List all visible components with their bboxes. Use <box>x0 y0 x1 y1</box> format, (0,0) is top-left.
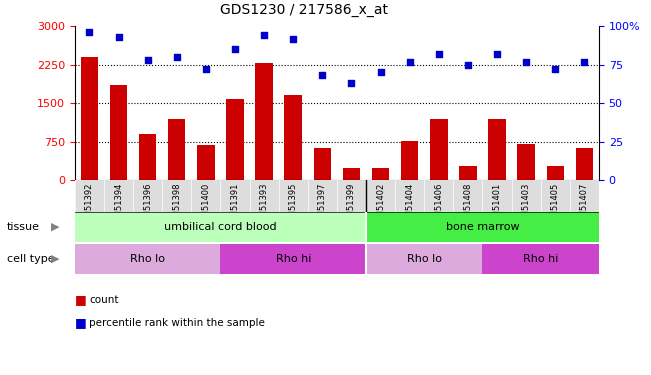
Bar <box>81 57 98 180</box>
Point <box>521 58 531 64</box>
Point <box>463 62 473 68</box>
Bar <box>168 118 186 180</box>
Point <box>259 33 270 39</box>
Bar <box>255 63 273 180</box>
Text: GSM51405: GSM51405 <box>551 183 560 228</box>
Point <box>579 58 590 64</box>
Text: GSM51394: GSM51394 <box>114 183 123 228</box>
Text: GSM51399: GSM51399 <box>347 183 356 228</box>
Bar <box>197 145 215 180</box>
Bar <box>342 168 360 180</box>
Point <box>317 72 327 78</box>
Point <box>404 58 415 64</box>
Text: GSM51392: GSM51392 <box>85 183 94 228</box>
Text: GSM51391: GSM51391 <box>230 183 240 228</box>
Bar <box>575 148 593 180</box>
Text: GSM51408: GSM51408 <box>464 183 473 228</box>
Point <box>288 36 298 42</box>
Text: GSM51404: GSM51404 <box>405 183 414 228</box>
Bar <box>366 212 599 242</box>
Bar <box>227 99 243 180</box>
Bar <box>139 134 156 180</box>
Bar <box>314 148 331 180</box>
Text: GSM51402: GSM51402 <box>376 183 385 228</box>
Text: Rho lo: Rho lo <box>407 254 442 264</box>
Point <box>346 80 357 86</box>
Text: GSM51395: GSM51395 <box>289 183 298 228</box>
Text: ■: ■ <box>75 316 87 329</box>
Bar <box>75 244 221 274</box>
Text: cell type: cell type <box>7 254 54 264</box>
Bar <box>430 118 447 180</box>
Text: GSM51401: GSM51401 <box>493 183 501 228</box>
Bar <box>401 141 419 180</box>
Text: percentile rank within the sample: percentile rank within the sample <box>89 318 265 327</box>
Point <box>376 69 386 75</box>
Point <box>172 54 182 60</box>
Bar <box>221 244 366 274</box>
Point <box>492 51 502 57</box>
Text: count: count <box>89 295 118 305</box>
Text: ▶: ▶ <box>51 254 60 264</box>
Bar <box>459 166 477 180</box>
Bar <box>75 212 366 242</box>
Point <box>201 66 211 72</box>
Text: GDS1230 / 217586_x_at: GDS1230 / 217586_x_at <box>220 3 389 17</box>
Text: umbilical cord blood: umbilical cord blood <box>164 222 277 232</box>
Text: GSM51403: GSM51403 <box>521 183 531 228</box>
Text: GSM51398: GSM51398 <box>173 183 181 228</box>
Text: bone marrow: bone marrow <box>446 222 519 232</box>
Text: GSM51396: GSM51396 <box>143 183 152 228</box>
Bar <box>372 168 389 180</box>
Bar <box>488 118 506 180</box>
Bar <box>110 85 128 180</box>
Point <box>230 46 240 53</box>
Text: Rho hi: Rho hi <box>275 254 311 264</box>
Text: GSM51400: GSM51400 <box>201 183 210 228</box>
Bar <box>482 244 599 274</box>
Text: GSM51406: GSM51406 <box>434 183 443 228</box>
Text: Rho hi: Rho hi <box>523 254 559 264</box>
Bar <box>547 166 564 180</box>
Point <box>113 34 124 40</box>
Bar <box>366 244 482 274</box>
Text: GSM51407: GSM51407 <box>580 183 589 228</box>
Point <box>550 66 561 72</box>
Text: ▶: ▶ <box>51 222 60 232</box>
Point <box>434 51 444 57</box>
Text: ■: ■ <box>75 294 87 306</box>
Text: GSM51393: GSM51393 <box>260 183 269 228</box>
Point <box>143 57 153 63</box>
Text: GSM51397: GSM51397 <box>318 183 327 228</box>
Bar <box>284 96 302 180</box>
Point <box>84 29 94 35</box>
Text: tissue: tissue <box>7 222 40 232</box>
Text: Rho lo: Rho lo <box>130 254 165 264</box>
Bar <box>518 144 535 180</box>
